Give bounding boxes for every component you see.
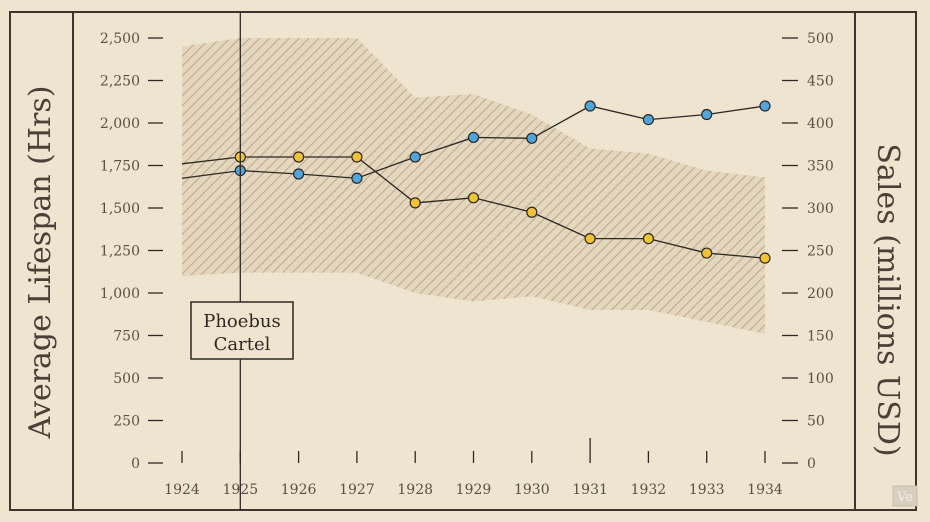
lifespan-point bbox=[293, 151, 305, 163]
sales-point bbox=[701, 108, 713, 121]
sales-point bbox=[293, 168, 305, 180]
lifespan-point bbox=[759, 252, 771, 264]
x-axis-tick-label: 1930 bbox=[514, 482, 550, 498]
right-axis-tick-label: 100 bbox=[807, 371, 834, 387]
lifespan-point bbox=[351, 151, 363, 163]
right-axis-tick-label: 50 bbox=[807, 414, 825, 430]
lifespan-range-band bbox=[182, 38, 765, 334]
right-axis-title: Sales (millions USD) bbox=[870, 143, 905, 456]
right-axis-tick-label: 200 bbox=[807, 286, 834, 302]
band-layer bbox=[182, 38, 765, 334]
annotation-label-line-2: Cartel bbox=[214, 334, 271, 355]
lifespan-point bbox=[701, 247, 713, 259]
watermark-badge bbox=[892, 485, 918, 507]
annotation-label-line-1: Phoebus bbox=[203, 311, 281, 332]
left-axis-tick-label: 1,000 bbox=[100, 286, 140, 302]
left-axis-tick-label: 1,750 bbox=[100, 159, 140, 175]
sales-point bbox=[526, 132, 538, 144]
right-axis-tick-label: 400 bbox=[807, 116, 834, 132]
x-axis-tick-label: 1933 bbox=[689, 482, 725, 498]
sales-point bbox=[351, 172, 363, 184]
x-axis-tick-label: 1926 bbox=[281, 482, 317, 498]
sales-point bbox=[467, 131, 480, 144]
left-axis-tick-label: 2,500 bbox=[100, 31, 140, 47]
right-axis-tick-label: 500 bbox=[807, 31, 834, 47]
left-axis-title: Average Lifespan (Hrs) bbox=[23, 86, 58, 440]
right-axis-tick-label: 300 bbox=[807, 201, 834, 217]
left-axis-tick-label: 2,250 bbox=[100, 74, 140, 90]
left-axis-tick-label: 0 bbox=[131, 456, 140, 472]
left-axis-tick-label: 1,500 bbox=[100, 201, 140, 217]
lifespan-point bbox=[642, 233, 655, 245]
x-axis-tick-label: 1931 bbox=[572, 482, 608, 498]
x-axis-tick-label: 1929 bbox=[456, 482, 492, 498]
left-axis-tick-label: 2,000 bbox=[100, 116, 140, 132]
x-axis-tick-label: 1924 bbox=[164, 482, 200, 498]
x-axis-tick-label: 1932 bbox=[631, 482, 667, 498]
lifespan-point bbox=[409, 197, 421, 209]
right-axis-tick-label: 350 bbox=[807, 159, 834, 175]
x-axis-tick-label: 1927 bbox=[339, 482, 375, 498]
chart-frame bbox=[9, 11, 917, 511]
lifespan-point bbox=[526, 206, 538, 218]
lifespan-point bbox=[584, 233, 596, 245]
sales-point bbox=[409, 151, 421, 163]
sales-point bbox=[584, 100, 596, 112]
right-axis-tick-label: 250 bbox=[807, 244, 834, 260]
left-axis-tick-label: 750 bbox=[113, 329, 140, 345]
right-axis-tick-label: 0 bbox=[807, 456, 816, 472]
annotation-box bbox=[190, 301, 294, 360]
axis-layer: 02505007501,0001,2501,5001,7502,0002,250… bbox=[100, 31, 834, 498]
x-axis-tick-label: 1934 bbox=[747, 482, 783, 498]
left-axis-tick-label: 250 bbox=[113, 414, 140, 430]
right-axis-tick-label: 450 bbox=[807, 74, 834, 90]
left-axis-tick-label: 500 bbox=[113, 371, 140, 387]
lifespan-point bbox=[467, 192, 480, 204]
sales-point bbox=[759, 100, 771, 112]
watermark-text: Ve bbox=[896, 490, 913, 505]
x-axis-tick-label: 1928 bbox=[397, 482, 433, 498]
right-axis-tick-label: 150 bbox=[807, 329, 834, 345]
sales-point bbox=[642, 113, 655, 126]
left-axis-tick-label: 1,250 bbox=[100, 244, 140, 260]
